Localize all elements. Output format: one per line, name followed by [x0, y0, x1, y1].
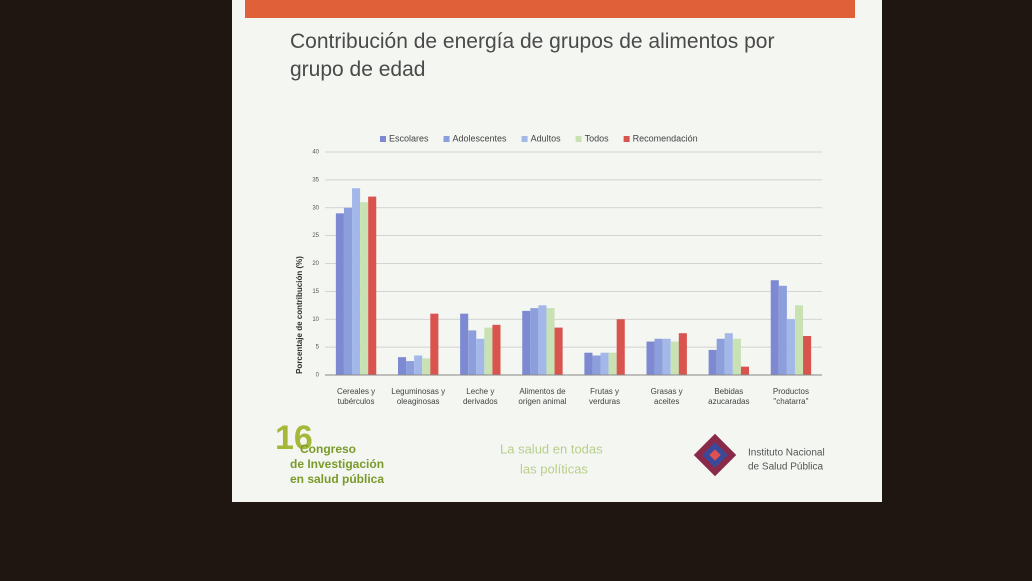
legend-swatch: [521, 136, 528, 142]
bar: [460, 313, 469, 375]
bar: [430, 313, 439, 375]
bar: [770, 280, 779, 375]
bar: [360, 202, 369, 375]
bar: [678, 333, 687, 375]
congress-line: de Investigación: [290, 457, 384, 471]
legend-swatch: [623, 136, 630, 142]
bar: [343, 207, 353, 375]
institute-line: Instituto Nacional: [748, 448, 825, 459]
bar: [794, 305, 804, 375]
bar: [584, 352, 593, 375]
bar: [803, 335, 812, 375]
bar: [335, 213, 344, 375]
y-tick-label: 25: [312, 233, 319, 239]
congress-line: Congreso: [300, 442, 356, 456]
x-tick-label: Bebidas azucaradas: [708, 387, 750, 406]
bar: [670, 341, 679, 375]
bar: [468, 330, 477, 375]
y-axis-label: Porcentaje de contribución (%): [295, 256, 304, 374]
slogan-line: las políticas: [520, 461, 588, 476]
bar: [422, 358, 431, 375]
bar: [778, 285, 787, 375]
bar: [600, 352, 609, 375]
bar: [732, 338, 741, 375]
bar: [414, 355, 423, 375]
chart-title: Contribución de energía de grupos de ali…: [290, 30, 775, 81]
y-tick-label: 35: [312, 177, 319, 183]
slogan-line: La salud en todas: [500, 441, 603, 456]
y-tick-label: 40: [312, 150, 319, 156]
x-tick-label: Frutas y verduras: [589, 387, 621, 406]
bar: [406, 361, 415, 375]
legend-label: Todos: [585, 133, 610, 143]
institute-line: de Salud Pública: [748, 462, 823, 473]
legend-label: Recomendación: [633, 133, 698, 143]
congress-line: en salud pública: [290, 472, 384, 486]
bar: [608, 352, 617, 375]
x-tick-label: Alimentos de origen animal: [518, 387, 567, 406]
bar: [662, 338, 671, 375]
y-tick-label: 30: [312, 205, 319, 211]
bar: [646, 341, 655, 375]
legend-label: Adultos: [531, 133, 562, 143]
bar: [786, 319, 795, 375]
bar: [592, 355, 601, 375]
y-tick-label: 5: [316, 345, 320, 351]
bar: [546, 308, 555, 375]
bar: [724, 333, 733, 375]
bar: [522, 310, 531, 375]
bar: [397, 357, 407, 375]
bar: [530, 308, 539, 375]
legend-swatch: [380, 136, 386, 142]
y-tick-label: 15: [312, 289, 319, 295]
legend-swatch: [443, 136, 450, 142]
legend-label: Escolares: [389, 133, 429, 143]
y-tick-label: 20: [312, 261, 319, 267]
bar: [538, 305, 547, 375]
x-tick-label: Cereales y tubérculos: [336, 387, 376, 406]
x-tick-label: Leche y derivados: [462, 387, 498, 406]
x-tick-label: Productos "chatarra": [772, 387, 809, 406]
legend-swatch: [575, 136, 582, 142]
bar: [708, 349, 717, 375]
y-tick-label: 0: [316, 373, 320, 379]
x-tick-label: Grasas y aceites: [650, 387, 683, 406]
bar: [476, 338, 485, 375]
legend-label: Adolescentes: [453, 133, 508, 143]
bar: [654, 338, 663, 375]
bar: [740, 366, 750, 375]
bar: [492, 324, 501, 375]
bar: [368, 196, 377, 375]
bar: [352, 188, 361, 375]
y-tick-label: 10: [312, 317, 319, 323]
bar: [554, 327, 563, 375]
bar: [484, 327, 493, 375]
bar: [616, 319, 625, 375]
congress-number: 16: [275, 419, 313, 457]
slide-header-bar: [245, 0, 855, 18]
x-tick-label: Leguminosas y oleaginosas: [391, 387, 446, 406]
bar: [716, 338, 725, 375]
